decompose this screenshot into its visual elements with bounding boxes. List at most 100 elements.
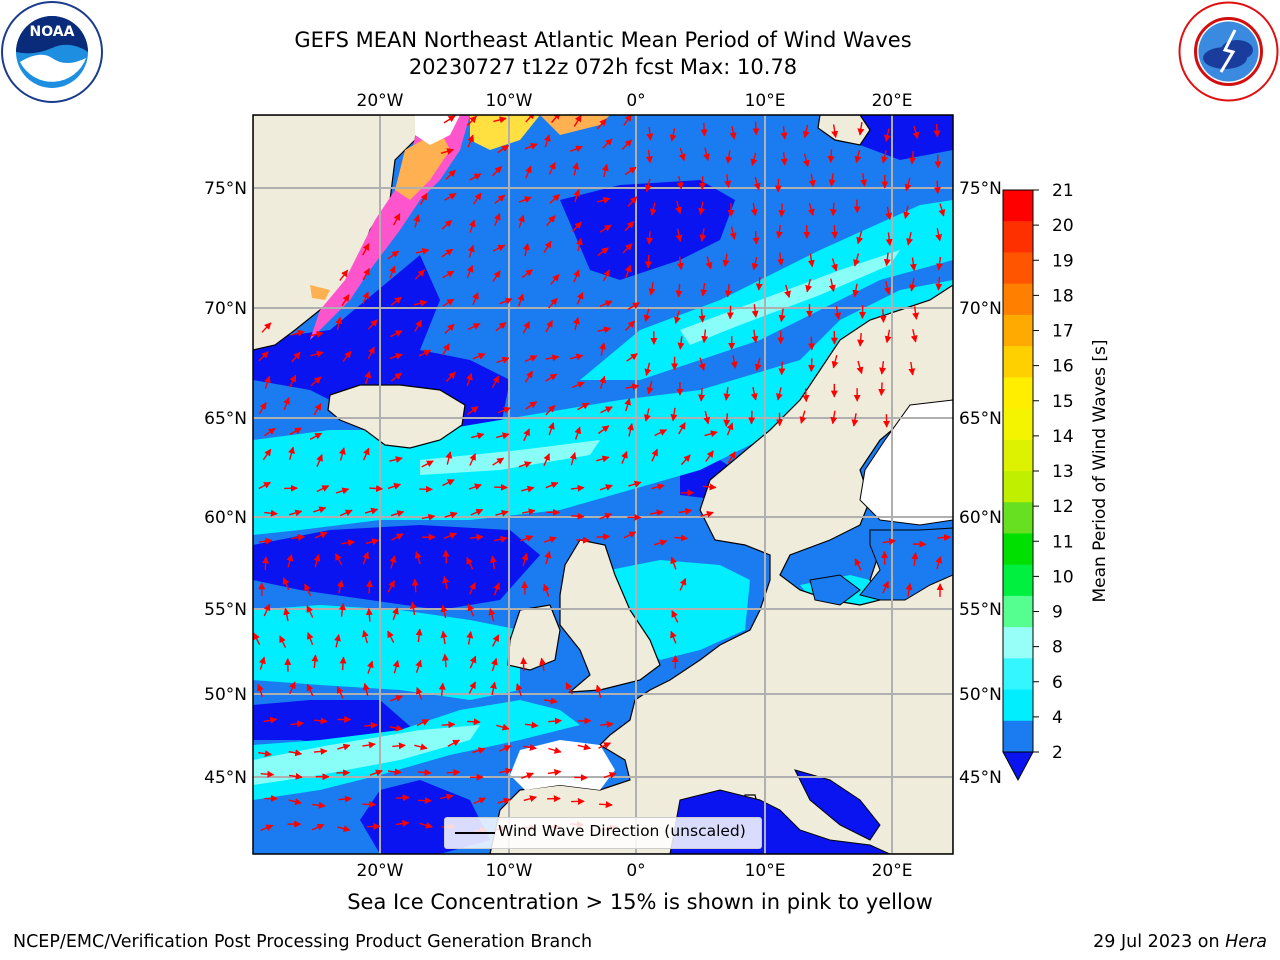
wave-direction-arrow	[419, 821, 433, 829]
lon-tick-bottom: 10°W	[486, 861, 533, 881]
wave-direction-arrow	[409, 601, 417, 616]
colorbar-segment	[1003, 471, 1033, 503]
wave-direction-arrow	[778, 361, 786, 376]
colorbar-segment	[1003, 658, 1033, 691]
wave-direction-arrow	[698, 308, 706, 323]
lat-tick-left: 55°N	[204, 600, 247, 620]
wave-direction-arrow	[643, 308, 651, 323]
colorbar-tick-label: 8	[1052, 638, 1063, 658]
wave-direction-arrow	[413, 299, 428, 307]
wave-direction-arrow	[518, 461, 532, 468]
wave-direction-arrow	[903, 205, 911, 220]
wave-direction-arrow	[313, 506, 327, 514]
lat-tick-right: 45°N	[959, 768, 1002, 788]
wave-direction-arrow	[413, 214, 421, 228]
wave-direction-arrow	[291, 329, 305, 337]
wave-direction-arrow	[651, 448, 658, 462]
wave-direction-arrow	[491, 165, 502, 177]
wave-direction-arrow	[390, 510, 405, 517]
colorbar-segment	[1003, 502, 1033, 534]
wave-direction-arrow	[830, 410, 838, 425]
wave-direction-arrow	[523, 743, 537, 751]
wave-direction-arrow	[678, 147, 686, 162]
lat-tick-right: 50°N	[959, 685, 1002, 705]
wave-direction-arrow	[624, 320, 636, 331]
wave-direction-arrow	[573, 269, 580, 283]
wave-direction-arrow	[912, 306, 920, 320]
wave-direction-arrow	[885, 206, 893, 221]
wave-direction-arrow	[306, 632, 314, 646]
wave-direction-arrow	[489, 555, 497, 570]
wave-direction-arrow	[703, 410, 711, 425]
wave-direction-arrow	[600, 406, 613, 414]
colorbar-segment	[1003, 439, 1033, 472]
wave-direction-arrow	[750, 387, 758, 401]
colorbar: 21 20 19 18 17 16 15 14 13 12 11 10 9 8 6 4 2 Mean Period…	[1002, 181, 1110, 782]
wave-direction-arrow	[334, 634, 341, 648]
wave-direction-arrow	[310, 350, 324, 358]
wave-direction-arrow	[492, 244, 506, 252]
wave-direction-arrow	[468, 219, 476, 233]
wave-direction-arrow	[415, 628, 423, 643]
wave-direction-arrow	[597, 425, 610, 435]
wave-direction-arrow	[596, 196, 611, 204]
wave-direction-arrow	[253, 632, 261, 646]
wave-direction-arrow	[440, 793, 454, 801]
wave-direction-arrow	[705, 256, 713, 270]
colorbar-segment	[1003, 221, 1033, 253]
wave-direction-arrow	[283, 396, 290, 410]
wave-direction-arrow	[520, 657, 528, 671]
wave-direction-arrow	[518, 214, 525, 228]
wave-direction-arrow	[807, 253, 815, 268]
wave-direction-arrow	[802, 388, 810, 403]
wave-direction-arrow	[624, 264, 632, 278]
lat-tick-right: 65°N	[959, 409, 1002, 429]
wave-direction-arrow	[884, 128, 891, 143]
colorbar-segment	[1003, 533, 1033, 566]
wave-direction-arrow	[651, 483, 665, 491]
wave-direction-arrow	[442, 575, 450, 590]
wave-direction-arrow	[419, 192, 428, 206]
noaa-logo-icon: NOAA	[1, 1, 103, 103]
wave-direction-arrow	[421, 460, 434, 468]
lat-tick-left: 75°N	[204, 179, 247, 199]
colorbar-tick-label: 13	[1052, 462, 1074, 482]
wave-direction-arrow	[726, 422, 734, 436]
wave-direction-arrow	[335, 487, 350, 495]
wave-direction-arrow	[598, 742, 612, 749]
wave-direction-arrow	[727, 451, 736, 464]
wave-direction-arrow	[442, 549, 450, 564]
wave-direction-arrow	[674, 310, 681, 324]
wave-direction-arrow	[364, 721, 378, 729]
wave-direction-arrow	[601, 163, 609, 178]
wave-direction-arrow	[645, 149, 653, 164]
wave-direction-arrow	[883, 252, 891, 267]
wave-direction-arrow	[628, 480, 642, 488]
wave-direction-arrow	[313, 554, 321, 568]
colorbar-segment	[1003, 720, 1033, 753]
wave-direction-arrow	[441, 721, 456, 729]
colorbar-segment	[1003, 408, 1033, 441]
wave-direction-arrow	[444, 532, 458, 539]
lon-tick-top: 10°E	[745, 91, 786, 111]
wave-direction-arrow	[311, 823, 325, 831]
wave-direction-arrow	[389, 695, 403, 702]
wave-direction-arrow	[314, 717, 328, 725]
lon-tick-bottom: 10°E	[745, 861, 786, 881]
wave-direction-arrow	[362, 551, 369, 565]
wave-direction-arrow	[678, 507, 693, 515]
wave-direction-arrow	[467, 134, 474, 148]
wave-direction-arrow	[602, 138, 613, 149]
wave-direction-arrow	[543, 453, 550, 466]
wave-direction-arrow	[857, 121, 865, 136]
wave-direction-arrow	[904, 177, 912, 192]
wave-direction-arrow	[444, 323, 455, 334]
wave-direction-arrow	[857, 333, 865, 347]
colorbar-segment	[1003, 314, 1033, 347]
colorbar-tick-label: 9	[1052, 603, 1063, 623]
wave-direction-arrow	[755, 276, 763, 291]
wave-direction-arrow	[313, 402, 322, 416]
wave-direction-arrow	[750, 202, 758, 217]
wave-direction-arrow	[469, 453, 476, 466]
wave-direction-arrow	[289, 772, 303, 780]
